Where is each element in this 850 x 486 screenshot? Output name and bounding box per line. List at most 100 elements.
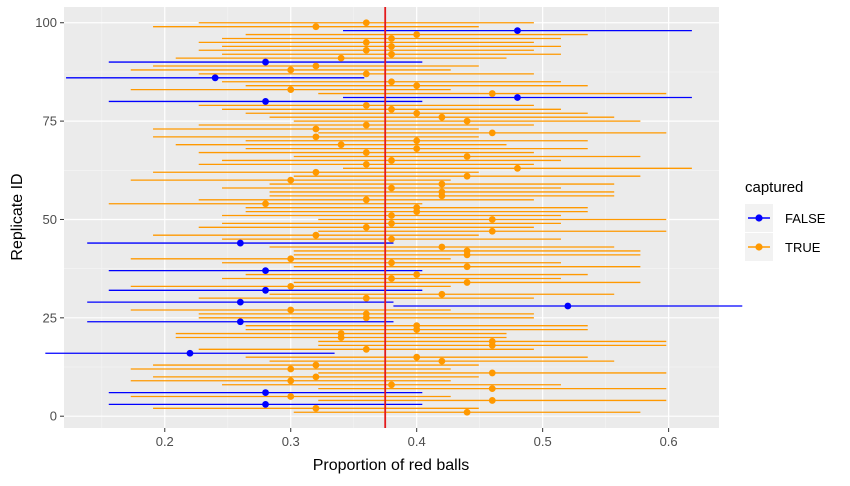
estimate-point — [287, 86, 295, 94]
estimate-point — [312, 168, 320, 176]
x-tick-label: 0.2 — [156, 434, 174, 449]
y-tick-label: 25 — [43, 310, 57, 325]
estimate-point — [362, 149, 370, 156]
estimate-point — [287, 176, 295, 184]
x-axis-ticks: 0.2 0.3 0.4 0.5 0.6 — [156, 428, 678, 449]
estimate-point — [312, 23, 320, 31]
estimate-point — [236, 298, 244, 306]
estimate-point — [413, 31, 421, 38]
estimate-point — [287, 66, 295, 74]
x-tick-label: 0.3 — [282, 434, 300, 449]
estimate-point — [312, 125, 320, 133]
estimate-point — [388, 235, 395, 243]
estimate-point — [262, 286, 269, 294]
estimate-point — [312, 361, 320, 369]
estimate-point — [362, 294, 370, 302]
legend-title: captured — [745, 179, 803, 196]
estimate-point — [287, 282, 295, 290]
estimate-point — [514, 164, 521, 172]
legend-key-true-dot — [755, 243, 763, 251]
estimate-point — [388, 212, 395, 219]
estimate-point — [514, 27, 521, 35]
estimate-point — [388, 275, 395, 282]
estimate-point — [488, 227, 496, 235]
estimate-point — [488, 338, 496, 345]
estimate-point — [362, 223, 370, 231]
estimate-point — [438, 180, 446, 188]
x-tick-label: 0.6 — [660, 434, 678, 449]
legend-label-true: TRUE — [785, 240, 821, 255]
estimate-point — [413, 204, 421, 212]
legend-item-true: TRUE — [745, 233, 821, 261]
estimate-point — [362, 39, 370, 46]
estimate-point — [488, 397, 496, 404]
estimate-point — [312, 133, 320, 141]
estimate-point — [413, 137, 421, 145]
legend-key-false-dot — [755, 214, 763, 222]
estimate-point — [312, 373, 320, 381]
estimate-point — [337, 54, 345, 62]
y-axis-title: Replicate ID — [9, 173, 26, 260]
estimate-point — [413, 145, 421, 153]
estimate-point — [463, 117, 471, 125]
estimate-point — [488, 90, 496, 97]
estimate-point — [488, 385, 496, 393]
estimate-point — [413, 322, 421, 330]
estimate-point — [388, 35, 395, 42]
estimate-point — [388, 184, 395, 192]
estimate-point — [312, 62, 320, 70]
estimate-point — [362, 310, 370, 318]
estimate-point — [463, 408, 471, 416]
estimate-point — [438, 243, 446, 251]
estimate-point — [388, 220, 395, 227]
estimate-point — [362, 160, 370, 168]
estimate-point — [262, 400, 269, 408]
y-tick-label: 0 — [50, 409, 57, 424]
estimate-point — [488, 216, 496, 223]
estimate-point — [362, 46, 370, 54]
estimate-point — [388, 157, 395, 164]
estimate-point — [287, 393, 295, 400]
estimate-point — [388, 381, 395, 389]
estimate-point — [413, 109, 421, 117]
estimate-point — [463, 153, 471, 160]
estimate-point — [287, 377, 295, 385]
estimate-point — [236, 239, 244, 247]
minor-gridlines — [64, 7, 719, 428]
estimate-point — [514, 94, 521, 101]
estimate-point — [388, 259, 395, 267]
legend: captured FALSE TRUE — [745, 179, 826, 261]
estimate-point — [362, 345, 370, 353]
estimate-point — [488, 369, 496, 377]
estimate-point — [463, 279, 471, 286]
estimate-point — [463, 263, 471, 271]
estimate-point — [262, 267, 269, 275]
estimate-point — [388, 78, 395, 86]
estimate-point — [362, 121, 370, 129]
estimate-point — [413, 353, 421, 361]
y-tick-label: 75 — [43, 114, 57, 129]
y-axis-ticks: 0 25 50 75 100 — [35, 15, 64, 424]
x-tick-label: 0.5 — [534, 434, 552, 449]
estimate-point — [262, 200, 269, 208]
estimate-point — [262, 389, 269, 396]
estimate-point — [287, 365, 295, 373]
estimate-point — [287, 255, 295, 263]
estimate-point — [413, 82, 421, 90]
estimate-point — [337, 330, 345, 337]
legend-item-false: FALSE — [745, 204, 826, 232]
estimate-points — [186, 19, 572, 416]
estimate-point — [413, 271, 421, 278]
legend-label-false: FALSE — [785, 211, 826, 226]
estimate-point — [362, 196, 370, 204]
estimate-point — [287, 306, 295, 314]
estimate-point — [438, 357, 446, 365]
estimate-point — [463, 172, 471, 180]
x-axis-title: Proportion of red balls — [313, 457, 470, 474]
estimate-point — [262, 98, 269, 105]
estimate-point — [337, 141, 345, 149]
estimate-point — [488, 129, 496, 137]
major-gridlines — [64, 7, 719, 428]
estimate-point — [388, 105, 395, 113]
